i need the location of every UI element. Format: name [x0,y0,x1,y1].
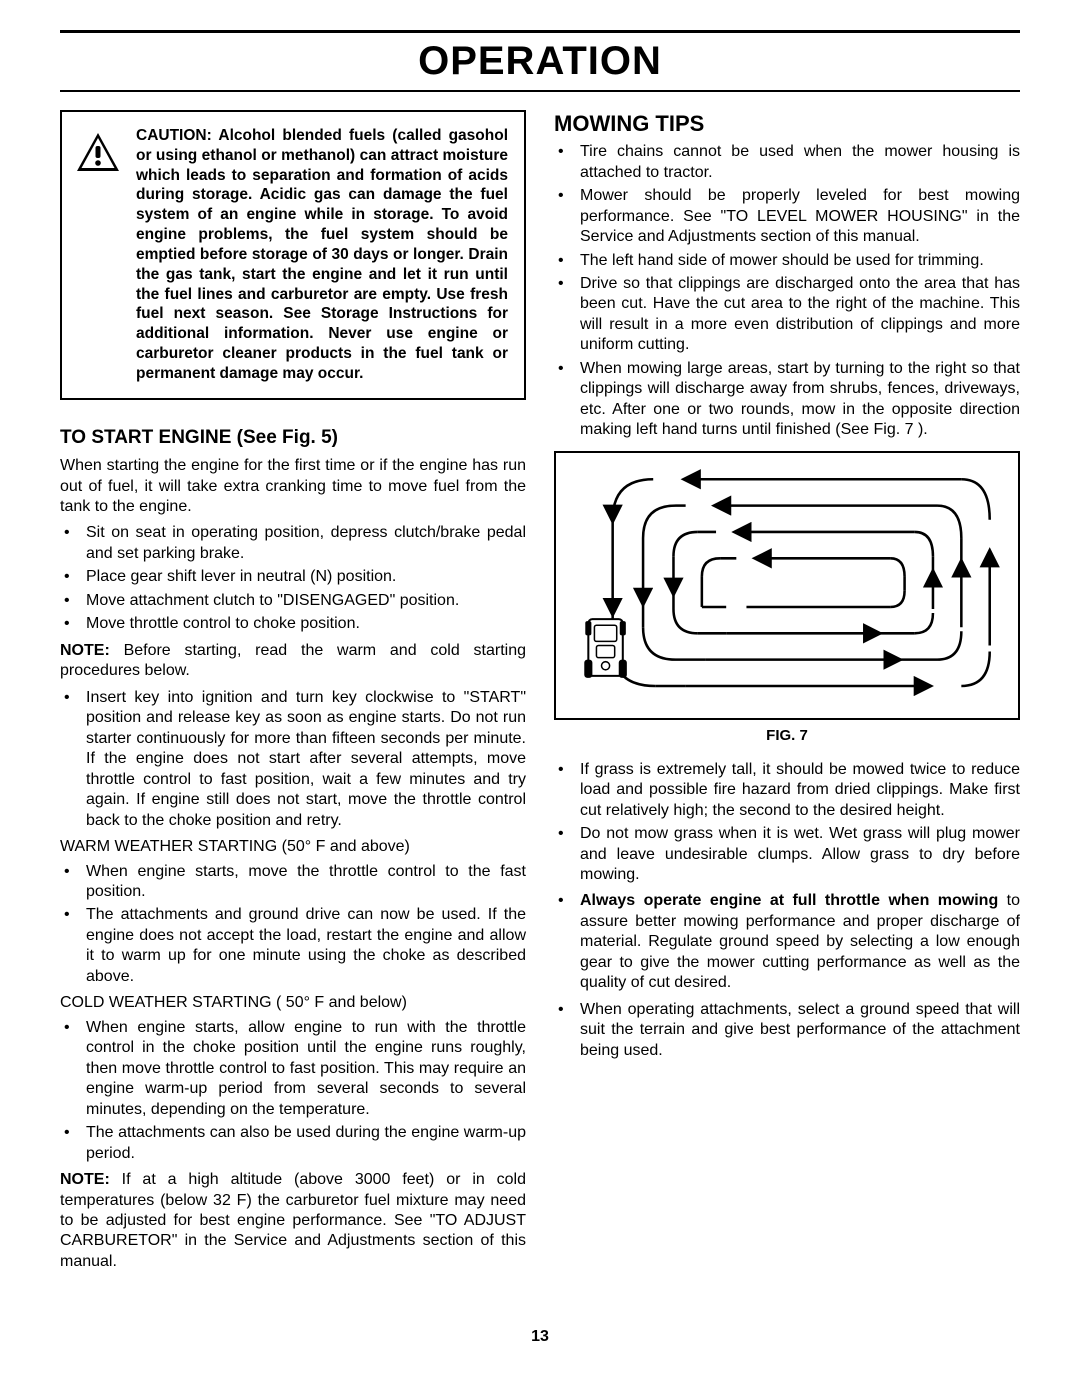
page-number: 13 [60,1328,1020,1346]
list-item: •Insert key into ignition and turn key c… [60,688,526,831]
list-item: •The left hand side of mower should be u… [554,251,1020,271]
mid-rule [60,90,1020,92]
note1-text: Before starting, read the warm and cold … [60,642,526,679]
bullet-mark: • [554,760,580,821]
cold-heading: COLD WEATHER STARTING ( 50° F and below) [60,993,526,1013]
list-item: •Move throttle control to choke position… [60,614,526,634]
bullet-text: Move throttle control to choke position. [86,614,526,634]
tips1-list: •Tire chains cannot be used when the mow… [554,142,1020,441]
tip-bold: Always operate engine at full throttle w… [580,892,998,909]
list-item: •Sit on seat in operating position, depr… [60,523,526,564]
prep-list: •Sit on seat in operating position, depr… [60,523,526,634]
bullet-mark: • [60,614,86,634]
list-item: •When engine starts, allow engine to run… [60,1018,526,1120]
start-note2: NOTE: If at a high altitude (above 3000 … [60,1170,526,1272]
bullet-mark: • [60,1123,86,1164]
start-engine-intro: When starting the engine for the first t… [60,456,526,517]
cold-list: •When engine starts, allow engine to run… [60,1018,526,1164]
bullet-text: Always operate engine at full throttle w… [580,891,1020,993]
bullet-text: Do not mow grass when it is wet. Wet gra… [580,824,1020,885]
caution-box: CAUTION: Alcohol blended fuels (called g… [60,110,526,400]
bullet-text: When mowing large areas, start by turnin… [580,359,1020,441]
list-item: •Move attachment clutch to "DISENGAGED" … [60,591,526,611]
start-engine-heading: TO START ENGINE (See Fig. 5) [60,426,526,450]
list-item: •When engine starts, move the throttle c… [60,862,526,903]
warning-icon [76,126,122,384]
note2-label: NOTE: [60,1171,110,1188]
list-item: •Do not mow grass when it is wet. Wet gr… [554,824,1020,885]
list-item: •Place gear shift lever in neutral (N) p… [60,567,526,587]
bullet-mark: • [554,891,580,993]
bullet-text: When engine starts, allow engine to run … [86,1018,526,1120]
bullet-text: Move attachment clutch to "DISENGAGED" p… [86,591,526,611]
insert-list: •Insert key into ignition and turn key c… [60,688,526,831]
bullet-mark: • [60,862,86,903]
bullet-text: Sit on seat in operating position, depre… [86,523,526,564]
caution-body: Alcohol blended fuels (called gasohol or… [136,127,508,382]
bullet-text: Drive so that clippings are discharged o… [580,274,1020,356]
bullet-text: Tire chains cannot be used when the mowe… [580,142,1020,183]
mowing-tips-heading: MOWING TIPS [554,110,1020,138]
bullet-mark: • [554,274,580,356]
bullet-text: The attachments can also be used during … [86,1123,526,1164]
bullet-mark: • [554,359,580,441]
bullet-mark: • [60,905,86,987]
bullet-text: When engine starts, move the throttle co… [86,862,526,903]
list-item: •The attachments can also be used during… [60,1123,526,1164]
bullet-mark: • [554,1000,580,1061]
list-item: •Mower should be properly leveled for be… [554,186,1020,247]
bullet-mark: • [554,251,580,271]
start-note1: NOTE: Before starting, read the warm and… [60,641,526,682]
right-column: MOWING TIPS •Tire chains cannot be used … [554,110,1020,1278]
list-item: •Drive so that clippings are discharged … [554,274,1020,356]
bullet-mark: • [60,567,86,587]
bullet-mark: • [554,186,580,247]
bullet-text: The attachments and ground drive can now… [86,905,526,987]
list-item: •When operating attachments, select a gr… [554,1000,1020,1061]
figure-7-caption: FIG. 7 [554,726,1020,745]
bullet-mark: • [554,824,580,885]
bullet-text: When operating attachments, select a gro… [580,1000,1020,1061]
bullet-text: Insert key into ignition and turn key cl… [86,688,526,831]
list-item: •Tire chains cannot be used when the mow… [554,142,1020,183]
note1-label: NOTE: [60,642,110,659]
note2-text: If at a high altitude (above 3000 feet) … [60,1171,526,1270]
content-columns: CAUTION: Alcohol blended fuels (called g… [60,110,1020,1278]
list-item: •When mowing large areas, start by turni… [554,359,1020,441]
tips-bold-list: • Always operate engine at full throttle… [554,891,1020,993]
bullet-mark: • [554,142,580,183]
list-item: •If grass is extremely tall, it should b… [554,760,1020,821]
bullet-mark: • [60,591,86,611]
list-item: • Always operate engine at full throttle… [554,891,1020,993]
bullet-text: The left hand side of mower should be us… [580,251,1020,271]
caution-label: CAUTION: [136,127,212,144]
left-column: CAUTION: Alcohol blended fuels (called g… [60,110,526,1278]
bullet-mark: • [60,523,86,564]
bullet-text: If grass is extremely tall, it should be… [580,760,1020,821]
bullet-mark: • [60,688,86,831]
page-title: OPERATION [60,37,1020,90]
mowing-pattern-diagram [564,461,1010,704]
bullet-mark: • [60,1018,86,1120]
top-rule [60,30,1020,33]
tips2-list: •If grass is extremely tall, it should b… [554,760,1020,886]
list-item: •The attachments and ground drive can no… [60,905,526,987]
tips3-list: •When operating attachments, select a gr… [554,1000,1020,1061]
tractor-icon [584,619,627,678]
warm-list: •When engine starts, move the throttle c… [60,862,526,988]
bullet-text: Place gear shift lever in neutral (N) po… [86,567,526,587]
figure-7-box [554,451,1020,721]
warm-heading: WARM WEATHER STARTING (50° F and above) [60,837,526,857]
bullet-text: Mower should be properly leveled for bes… [580,186,1020,247]
caution-text: CAUTION: Alcohol blended fuels (called g… [136,126,508,384]
